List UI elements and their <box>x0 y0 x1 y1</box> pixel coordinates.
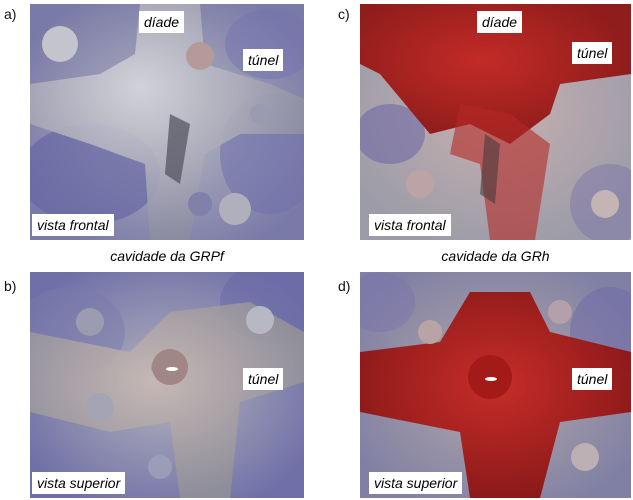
panel-letter-a: a) <box>4 6 17 22</box>
label-c-tunel: túnel <box>572 42 613 64</box>
panel-letter-c: c) <box>338 6 350 22</box>
panel-a-surface-image <box>30 4 304 240</box>
label-c-diade: díade <box>477 11 523 33</box>
panel-d-surface-image <box>360 272 631 498</box>
caption-grh: cavidade da GRh <box>360 243 631 269</box>
panel-letter-d: d) <box>338 278 351 294</box>
molecular-surface-b <box>30 272 304 498</box>
label-b-vista-superior: vista superior <box>32 472 126 494</box>
label-a-vista-frontal: vista frontal <box>32 214 114 236</box>
panel-letter-b: b) <box>4 278 17 294</box>
label-a-tunel: túnel <box>243 49 284 71</box>
molecular-surface-a <box>30 4 304 240</box>
caption-grpf: cavidade da GRPf <box>30 243 304 269</box>
molecular-surface-d <box>360 272 631 498</box>
label-d-tunel: túnel <box>572 368 613 390</box>
label-c-vista-frontal: vista frontal <box>369 214 451 236</box>
label-b-tunel: túnel <box>243 368 284 390</box>
label-d-vista-superior: vista superior <box>369 472 463 494</box>
molecular-surface-c <box>360 4 631 240</box>
panel-c-surface-image <box>360 4 631 240</box>
panel-b-surface-image <box>30 272 304 498</box>
label-a-diade: díade <box>139 11 185 33</box>
